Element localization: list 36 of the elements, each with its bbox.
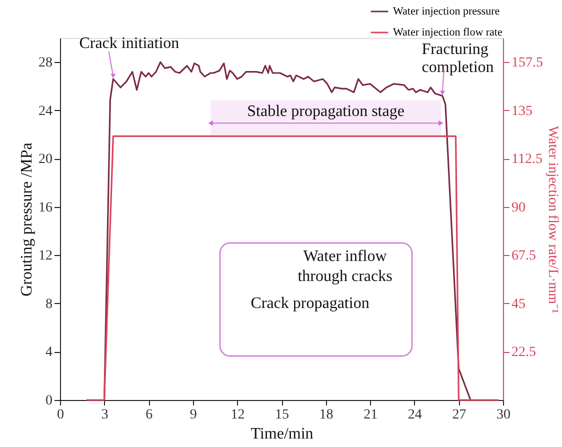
y2-tick-label: 90 [512, 200, 526, 216]
x-tick-label: 21 [364, 408, 378, 422]
y-tick-label: 16 [38, 200, 52, 216]
y-tick-label: 0 [46, 394, 52, 408]
x-tick-label: 0 [57, 408, 64, 422]
x-tick-label: 9 [190, 408, 197, 422]
x-tick-label: 18 [319, 408, 334, 422]
x-tick-label: 24 [408, 408, 422, 422]
y-tick-label: 28 [38, 56, 52, 71]
y2-tick-label: 112.5 [512, 152, 542, 168]
annotation: Crack propagation [250, 295, 370, 312]
y-axis-title: Grouting pressure /MPa [18, 142, 36, 296]
y-tick-label: 24 [38, 104, 52, 119]
y2-tick-label: 157.5 [512, 56, 543, 71]
y2-tick-label: 135 [512, 104, 532, 119]
legend-label: Water injection flow rate [393, 26, 502, 38]
y2-tick-label: 45 [512, 296, 526, 312]
x-tick-label: 30 [496, 408, 510, 422]
band-label: Stable propagation stage [247, 103, 404, 120]
y-tick-label: 4 [46, 345, 52, 360]
y2-tick-label: 22.5 [512, 345, 536, 360]
x-tick-label: 15 [275, 408, 289, 422]
y2-tick-label: 67.5 [512, 248, 536, 264]
annotation: Crack initiation [79, 34, 180, 52]
x-tick-label: 3 [101, 408, 108, 422]
x-tick-label: 6 [146, 408, 153, 422]
y2-axis-title: Water injection flow rate/L·mm⁻¹ [545, 126, 560, 314]
x-axis-title: Time/min [250, 426, 314, 442]
annotation: Fracturing completion [422, 40, 494, 76]
x-tick-label: 27 [452, 408, 466, 422]
y-tick-label: 12 [38, 248, 52, 264]
y-tick-label: 20 [38, 152, 52, 168]
y-tick-label: 8 [46, 296, 52, 312]
x-tick-label: 12 [230, 408, 245, 422]
annotation: Water inflow through cracks [298, 248, 392, 285]
legend-label: Water injection pressure [393, 6, 500, 18]
